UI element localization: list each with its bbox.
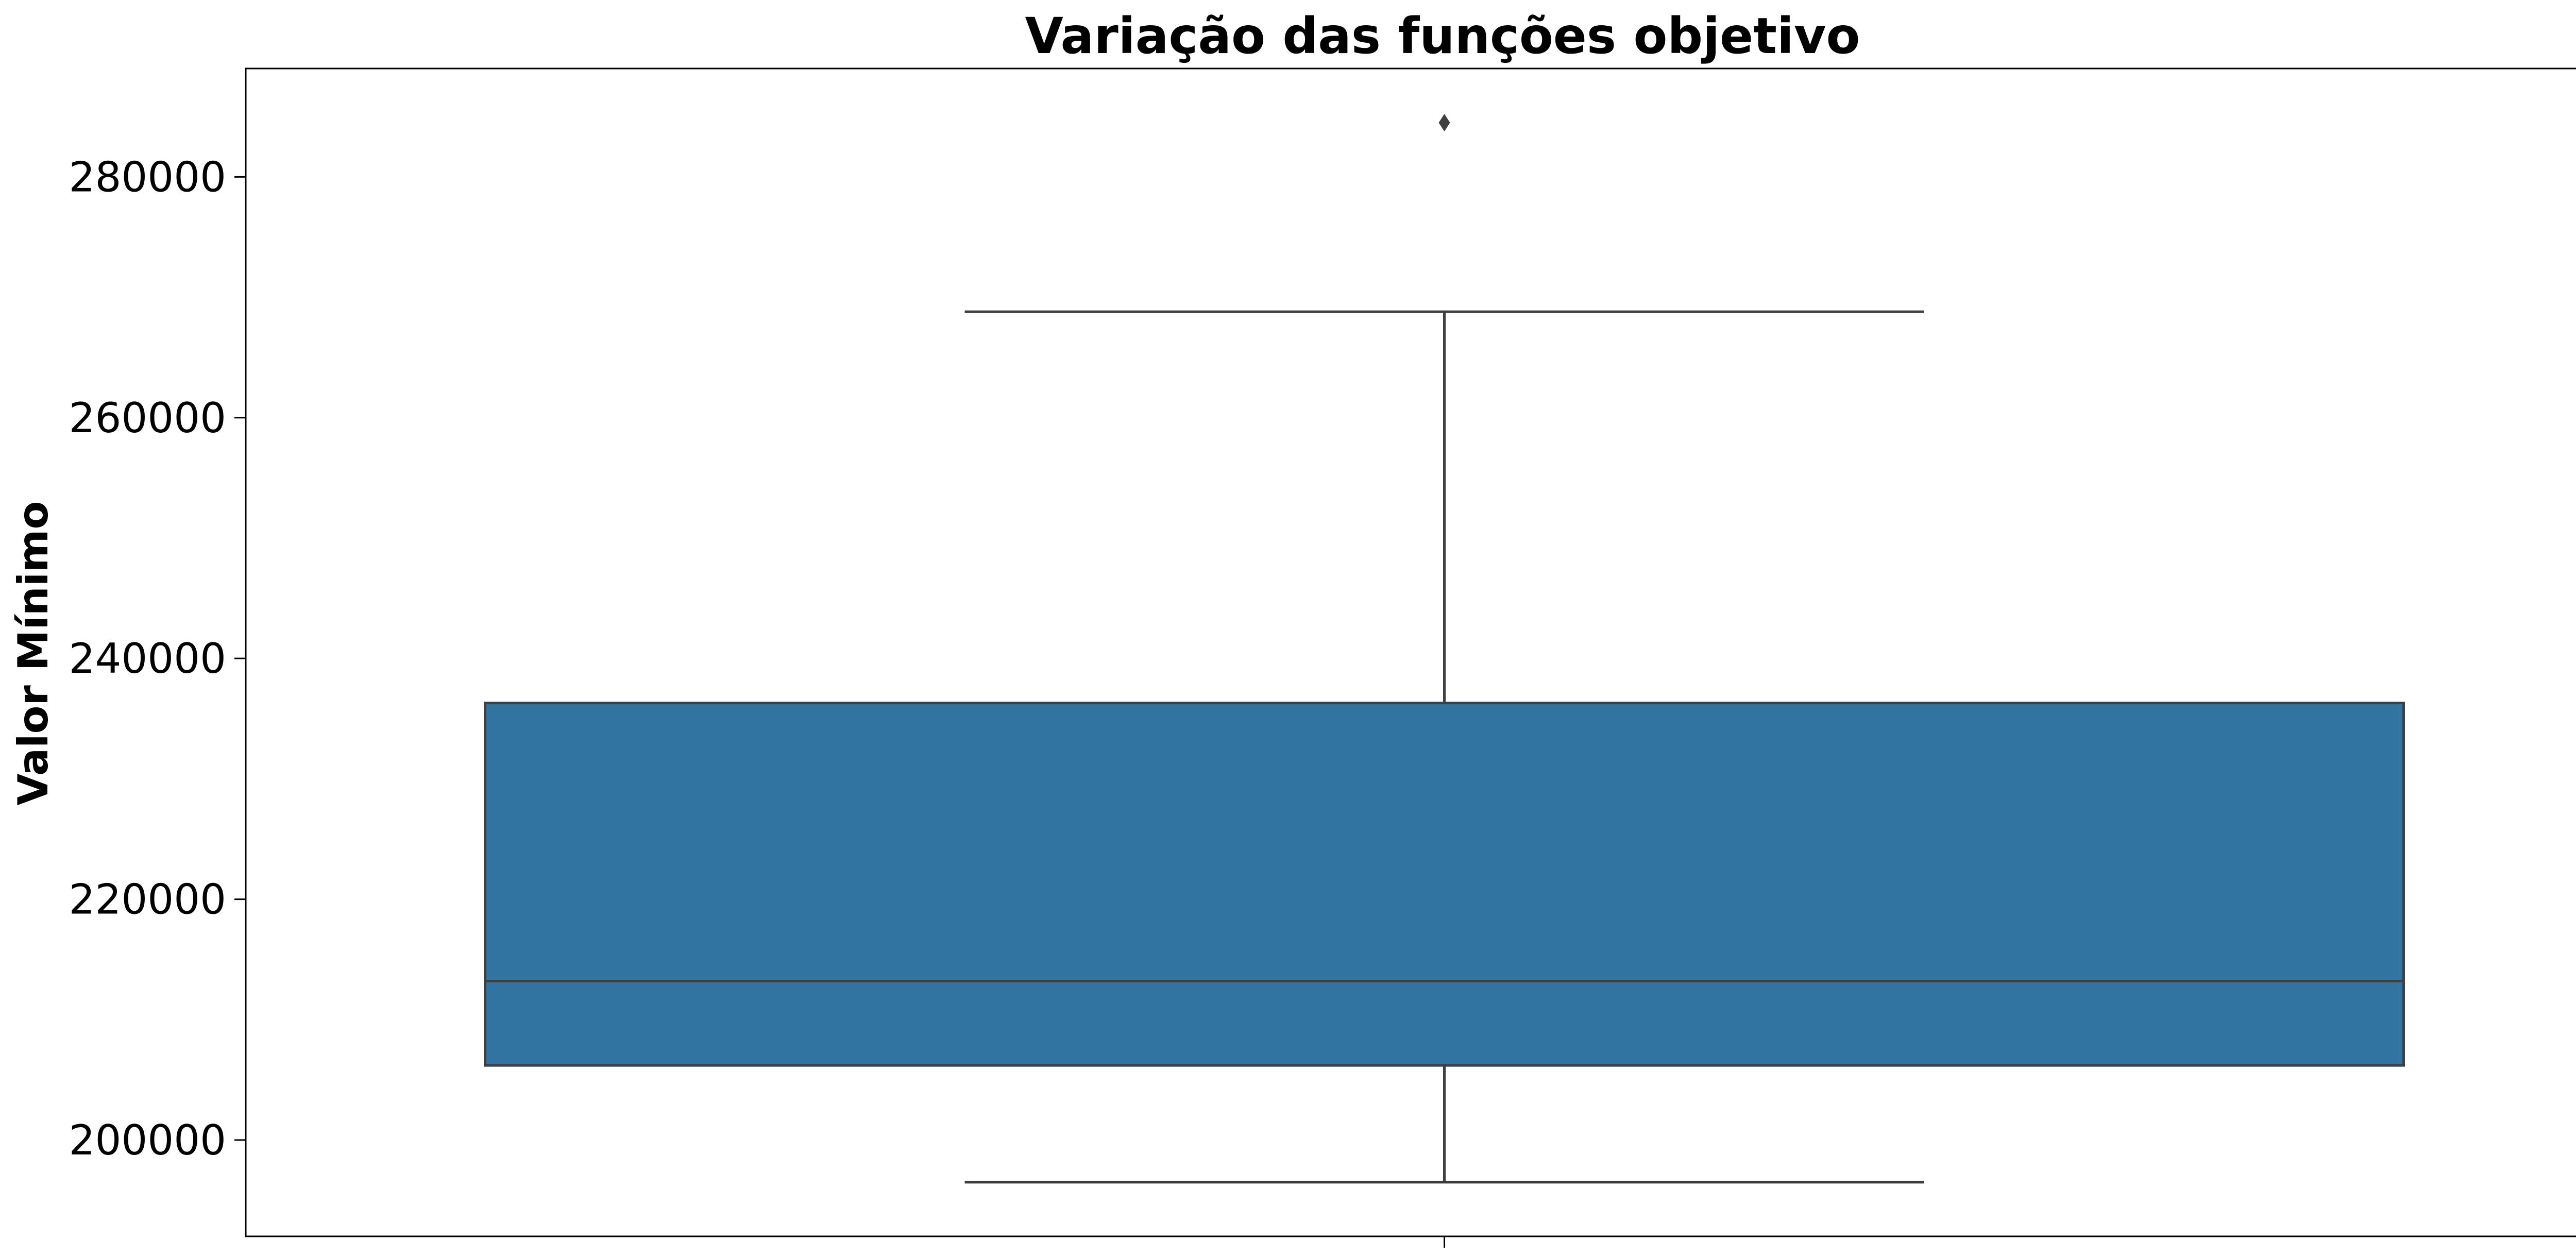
chart-title: Variação das funções objetivo bbox=[1025, 7, 1860, 65]
y-axis-label: Valor Mínimo bbox=[9, 501, 57, 806]
y-tick-label: 240000 bbox=[69, 635, 226, 683]
outlier-point bbox=[1438, 114, 1450, 132]
interquartile-box bbox=[484, 702, 2405, 1067]
y-tick-label: 200000 bbox=[69, 1116, 226, 1164]
y-tick-label: 280000 bbox=[69, 153, 226, 201]
box-plot bbox=[484, 114, 2405, 1184]
y-axis: 200000 220000 240000 260000 280000 bbox=[69, 153, 246, 1164]
y-tick-label: 260000 bbox=[69, 394, 226, 442]
y-tick-label: 220000 bbox=[69, 876, 226, 924]
